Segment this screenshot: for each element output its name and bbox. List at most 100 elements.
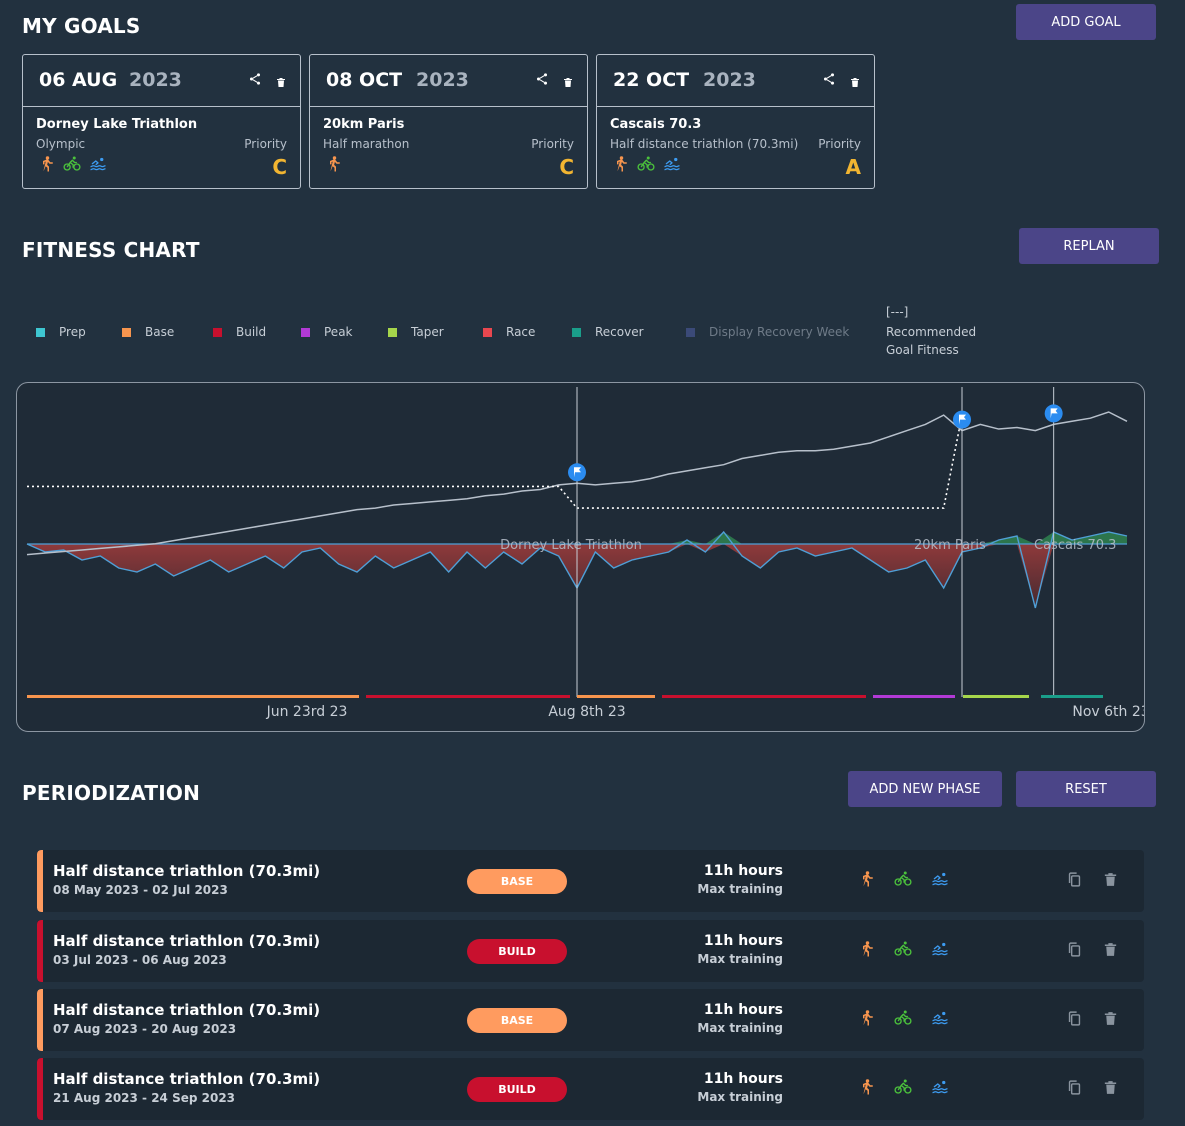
legend-swatch bbox=[213, 327, 222, 337]
share-icon[interactable] bbox=[248, 71, 262, 85]
copy-icon[interactable] bbox=[1066, 870, 1083, 889]
goal-year: 2023 bbox=[416, 69, 469, 91]
goal-sports bbox=[324, 155, 342, 173]
goal-year: 2023 bbox=[703, 69, 756, 91]
goal-dashed-polyline bbox=[27, 414, 963, 509]
goal-priority-grade: C bbox=[272, 155, 287, 179]
legend-item-display-recovery-week[interactable]: Display Recovery Week bbox=[686, 324, 886, 340]
goal-type: Olympic bbox=[36, 137, 86, 151]
copy-icon[interactable] bbox=[1066, 1078, 1083, 1097]
reset-button[interactable]: RESET bbox=[1016, 771, 1156, 807]
legend-item-taper[interactable]: Taper bbox=[388, 324, 483, 340]
phase-name: Half distance triathlon (70.3mi) bbox=[53, 932, 321, 950]
phase-row[interactable]: Half distance triathlon (70.3mi) 21 Aug … bbox=[37, 1058, 1144, 1120]
goal-markers[interactable] bbox=[568, 404, 1063, 482]
legend-swatch bbox=[388, 327, 397, 337]
phase-bar-base bbox=[27, 695, 359, 698]
phase-type-badge[interactable]: BASE bbox=[467, 1008, 567, 1033]
goal-type: Half distance triathlon (70.3mi) bbox=[610, 137, 799, 151]
phase-color-bar bbox=[37, 989, 43, 1051]
phase-bar-recover bbox=[1041, 695, 1103, 698]
goal-label: Cascais 70.3 bbox=[1034, 538, 1116, 553]
goal-card[interactable]: 06 AUG 2023 Dorney Lake Triathlon Olympi… bbox=[22, 54, 301, 189]
bike-icon bbox=[894, 1079, 912, 1094]
goal-sports bbox=[37, 155, 107, 173]
goal-card[interactable]: 22 OCT 2023 Cascais 70.3 Half distance t… bbox=[596, 54, 875, 189]
legend-recommended-label: Recommended bbox=[886, 325, 977, 339]
goal-date: 08 OCT bbox=[326, 69, 403, 91]
legend-item-prep[interactable]: Prep bbox=[36, 324, 122, 340]
add-new-phase-button[interactable]: ADD NEW PHASE bbox=[848, 771, 1002, 807]
phase-bar-peak bbox=[873, 695, 955, 698]
legend-recommended-goal-fitness[interactable]: [---] Recommended Goal Fitness bbox=[886, 302, 976, 360]
trash-icon[interactable] bbox=[1102, 1078, 1119, 1097]
swim-icon bbox=[932, 942, 948, 956]
swim-icon bbox=[932, 872, 948, 886]
legend-label: Taper bbox=[411, 325, 444, 339]
share-icon[interactable] bbox=[535, 71, 549, 85]
trash-icon[interactable] bbox=[1102, 1009, 1119, 1028]
run-icon bbox=[863, 1079, 873, 1095]
phase-bars bbox=[27, 695, 1103, 698]
phase-sports bbox=[857, 1078, 949, 1096]
phase-row[interactable]: Half distance triathlon (70.3mi) 03 Jul … bbox=[37, 920, 1144, 982]
bike-icon bbox=[63, 156, 81, 171]
phase-color-bar bbox=[37, 850, 43, 912]
phase-name: Half distance triathlon (70.3mi) bbox=[53, 1070, 321, 1088]
x-tick-label: Nov 6th 23 bbox=[1072, 704, 1145, 720]
bike-icon bbox=[894, 1010, 912, 1025]
legend-swatch bbox=[572, 327, 581, 337]
copy-icon[interactable] bbox=[1066, 1009, 1083, 1028]
phase-sports bbox=[857, 1009, 949, 1027]
phase-type-badge[interactable]: BUILD bbox=[467, 939, 567, 964]
trash-icon[interactable] bbox=[849, 74, 861, 87]
flag-icon bbox=[574, 467, 581, 478]
fitness-chart-title: FITNESS CHART bbox=[22, 238, 200, 262]
fitness-chart-svg: Jun 23rd 23 Aug 8th 23 Nov 6th 23 Dorney L… bbox=[26, 387, 1145, 720]
x-axis-ticks: Jun 23rd 23 Aug 8th 23 Nov 6th 23 bbox=[266, 704, 1145, 720]
phase-type-badge[interactable]: BUILD bbox=[467, 1077, 567, 1102]
add-goal-button[interactable]: ADD GOAL bbox=[1016, 4, 1156, 40]
legend-label: Recover bbox=[595, 325, 644, 339]
swim-icon bbox=[932, 1080, 948, 1094]
form-positive-area bbox=[27, 532, 1127, 544]
swim-icon bbox=[90, 157, 106, 171]
run-icon bbox=[43, 156, 53, 172]
phase-name: Half distance triathlon (70.3mi) bbox=[53, 1001, 321, 1019]
phase-max-training: Max training bbox=[697, 1021, 783, 1035]
phase-bar-build bbox=[662, 695, 866, 698]
phase-max-training: Max training bbox=[697, 952, 783, 966]
trash-icon[interactable] bbox=[1102, 940, 1119, 959]
goal-flag-icon bbox=[953, 410, 971, 429]
goal-card[interactable]: 08 OCT 2023 20km Paris Half marathon Pri… bbox=[309, 54, 588, 189]
goal-type: Half marathon bbox=[323, 137, 410, 151]
goal-labels: Dorney Lake Triathlon 20km Paris Cascais 7… bbox=[500, 538, 1116, 553]
periodization-title: PERIODIZATION bbox=[22, 781, 201, 805]
legend-item-race[interactable]: Race bbox=[483, 324, 572, 340]
x-tick-label: Jun 23rd 23 bbox=[266, 704, 348, 720]
phase-hours: 11h hours bbox=[703, 1071, 783, 1087]
share-icon[interactable] bbox=[822, 71, 836, 85]
legend-item-peak[interactable]: Peak bbox=[301, 324, 388, 340]
phase-row[interactable]: Half distance triathlon (70.3mi) 07 Aug … bbox=[37, 989, 1144, 1051]
legend-item-build[interactable]: Build bbox=[213, 324, 301, 340]
phase-type-badge[interactable]: BASE bbox=[467, 869, 567, 894]
replan-button[interactable]: REPLAN bbox=[1019, 228, 1159, 264]
copy-icon[interactable] bbox=[1066, 940, 1083, 959]
fitness-chart[interactable]: Jun 23rd 23 Aug 8th 23 Nov 6th 23 Dorney L… bbox=[16, 382, 1145, 732]
phase-row[interactable]: Half distance triathlon (70.3mi) 08 May … bbox=[37, 850, 1144, 912]
goal-card-header: 06 AUG 2023 bbox=[23, 55, 300, 107]
legend-swatch bbox=[301, 327, 310, 337]
goal-name: Cascais 70.3 bbox=[610, 117, 702, 132]
legend-label: Race bbox=[506, 325, 536, 339]
trash-icon[interactable] bbox=[275, 74, 287, 87]
goal-priority-label: Priority bbox=[531, 137, 574, 151]
flag-icon bbox=[1050, 408, 1058, 419]
x-tick-label: Aug 8th 23 bbox=[548, 704, 625, 720]
legend-item-base[interactable]: Base bbox=[122, 324, 213, 340]
legend-item-recover[interactable]: Recover bbox=[572, 324, 686, 340]
phase-max-training: Max training bbox=[697, 1090, 783, 1104]
trash-icon[interactable] bbox=[562, 74, 574, 87]
trash-icon[interactable] bbox=[1102, 870, 1119, 889]
phase-sports bbox=[857, 870, 949, 888]
